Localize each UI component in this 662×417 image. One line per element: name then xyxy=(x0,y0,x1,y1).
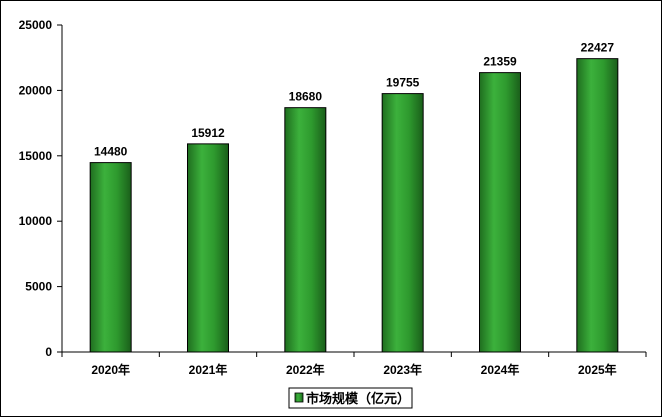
data-label: 18680 xyxy=(289,90,323,104)
data-label: 22427 xyxy=(581,41,615,55)
bars xyxy=(89,58,619,353)
legend-label: 市场规模（亿元） xyxy=(306,391,410,406)
legend-box xyxy=(288,387,413,409)
x-tick-label: 2023年 xyxy=(383,362,422,377)
x-tick-label: 2021年 xyxy=(189,362,228,377)
y-tick-label: 20000 xyxy=(19,83,53,97)
data-label: 21359 xyxy=(483,55,517,69)
y-tick-label: 5000 xyxy=(25,280,52,294)
bar-2023年 xyxy=(381,93,424,353)
y-tick-label: 25000 xyxy=(19,18,53,32)
data-label: 15912 xyxy=(191,126,225,140)
legend: 市场规模（亿元） xyxy=(288,387,413,409)
x-axis: 2020年 2021年 2022年 2023年 2024年 2025年 xyxy=(61,351,647,377)
data-label: 14480 xyxy=(94,145,128,159)
x-tick-label: 2020年 xyxy=(91,362,130,377)
y-tick-label: 0 xyxy=(45,345,52,359)
x-tick-label: 2025年 xyxy=(578,362,617,377)
bar-2022年 xyxy=(284,107,327,353)
data-label: 19755 xyxy=(386,76,420,90)
x-tick-label: 2022年 xyxy=(286,362,325,377)
data-labels: 14480 15912 18680 19755 21359 22427 xyxy=(94,41,614,159)
x-tick-label: 2024年 xyxy=(481,362,520,377)
legend-swatch xyxy=(294,392,304,403)
y-tick-label: 10000 xyxy=(19,214,53,228)
bar-2024年 xyxy=(479,72,521,353)
bar-2025年 xyxy=(576,58,619,353)
bar-2021年 xyxy=(187,143,229,353)
bar-2020年 xyxy=(89,162,132,353)
y-axis: 0 5000 10000 15000 20000 25000 xyxy=(19,18,63,359)
y-tick-label: 15000 xyxy=(19,149,53,163)
